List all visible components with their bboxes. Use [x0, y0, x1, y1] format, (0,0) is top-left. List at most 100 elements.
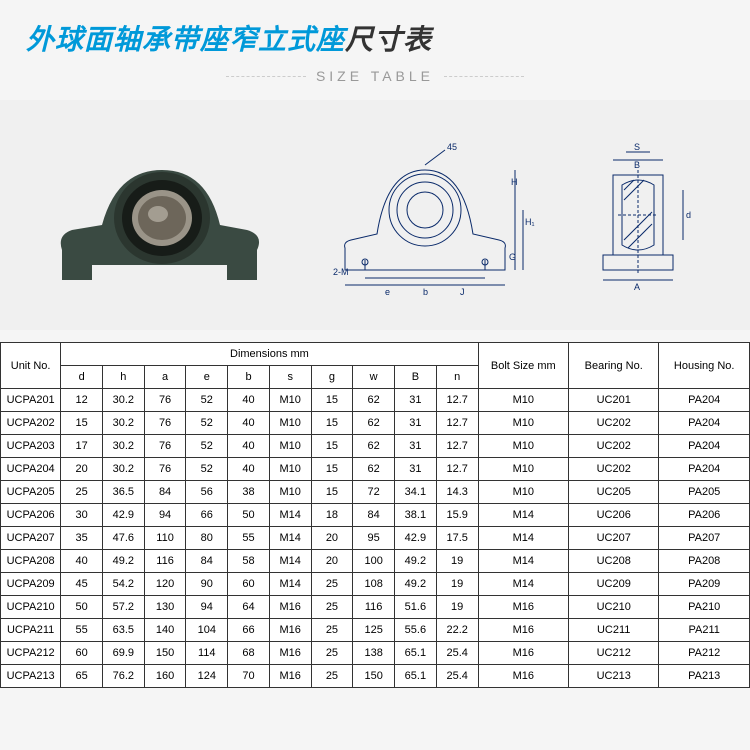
- cell-g: 25: [311, 642, 353, 665]
- th-w: w: [353, 366, 395, 389]
- cell-g: 25: [311, 596, 353, 619]
- cell-e: 52: [186, 435, 228, 458]
- cell-unit: UCPA209: [1, 573, 61, 596]
- cell-bearing: UC201: [569, 389, 659, 412]
- cell-s: M14: [269, 573, 311, 596]
- cell-b: 40: [228, 458, 270, 481]
- cell-s: M10: [269, 389, 311, 412]
- cell-w: 150: [353, 665, 395, 688]
- cell-a: 76: [144, 458, 186, 481]
- th-g: g: [311, 366, 353, 389]
- subtitle-row: SIZE TABLE: [26, 68, 724, 84]
- cell-g: 18: [311, 504, 353, 527]
- cell-a: 130: [144, 596, 186, 619]
- cell-e: 114: [186, 642, 228, 665]
- cell-a: 110: [144, 527, 186, 550]
- cell-bolt: M10: [478, 458, 568, 481]
- cell-n: 19: [436, 596, 478, 619]
- cell-unit: UCPA202: [1, 412, 61, 435]
- cell-unit: UCPA203: [1, 435, 61, 458]
- dim-e: e: [385, 287, 390, 297]
- divider-left: [226, 76, 306, 77]
- table-row: UCPA2136576.216012470M162515065.125.4M16…: [1, 665, 750, 688]
- cell-w: 62: [353, 389, 395, 412]
- th-bolt: Bolt Size mm: [478, 343, 568, 389]
- dim-h1: H₁: [525, 217, 535, 227]
- cell-B: 65.1: [395, 665, 437, 688]
- cell-bearing: UC205: [569, 481, 659, 504]
- cell-e: 84: [186, 550, 228, 573]
- cell-bearing: UC211: [569, 619, 659, 642]
- cell-a: 140: [144, 619, 186, 642]
- cell-h: 57.2: [102, 596, 144, 619]
- subtitle: SIZE TABLE: [316, 68, 434, 84]
- table-row: UCPA2021530.2765240M1015623112.7M10UC202…: [1, 412, 750, 435]
- cell-bearing: UC202: [569, 412, 659, 435]
- cell-d: 15: [61, 412, 103, 435]
- cell-a: 160: [144, 665, 186, 688]
- cell-unit: UCPA201: [1, 389, 61, 412]
- cell-h: 30.2: [102, 458, 144, 481]
- cell-b: 40: [228, 435, 270, 458]
- cell-n: 12.7: [436, 412, 478, 435]
- cell-h: 69.9: [102, 642, 144, 665]
- cell-unit: UCPA211: [1, 619, 61, 642]
- front-drawing: 45 2-M H H₁ G b e J: [315, 130, 535, 300]
- cell-e: 66: [186, 504, 228, 527]
- cell-s: M14: [269, 504, 311, 527]
- cell-h: 30.2: [102, 412, 144, 435]
- cell-g: 20: [311, 550, 353, 573]
- cell-e: 80: [186, 527, 228, 550]
- cell-w: 84: [353, 504, 395, 527]
- cell-w: 138: [353, 642, 395, 665]
- cell-e: 52: [186, 458, 228, 481]
- cell-w: 108: [353, 573, 395, 596]
- cell-bolt: M10: [478, 435, 568, 458]
- cell-d: 25: [61, 481, 103, 504]
- cell-d: 60: [61, 642, 103, 665]
- cell-B: 31: [395, 435, 437, 458]
- cell-w: 95: [353, 527, 395, 550]
- diagram-area: 45 2-M H H₁ G b e J B S d A: [0, 100, 750, 330]
- cell-b: 40: [228, 389, 270, 412]
- cell-B: 49.2: [395, 573, 437, 596]
- cell-d: 40: [61, 550, 103, 573]
- cell-h: 54.2: [102, 573, 144, 596]
- cell-e: 124: [186, 665, 228, 688]
- cell-a: 84: [144, 481, 186, 504]
- cell-housing: PA212: [659, 642, 750, 665]
- side-drawing: B S d A: [578, 130, 708, 300]
- cell-n: 12.7: [436, 435, 478, 458]
- product-photo: [42, 130, 272, 300]
- cell-h: 30.2: [102, 435, 144, 458]
- cell-unit: UCPA213: [1, 665, 61, 688]
- cell-w: 116: [353, 596, 395, 619]
- cell-h: 42.9: [102, 504, 144, 527]
- table-row: UCPA2052536.5845638M10157234.114.3M10UC2…: [1, 481, 750, 504]
- cell-bearing: UC213: [569, 665, 659, 688]
- cell-a: 76: [144, 389, 186, 412]
- cell-g: 15: [311, 458, 353, 481]
- cell-unit: UCPA204: [1, 458, 61, 481]
- cell-bolt: M16: [478, 619, 568, 642]
- cell-B: 49.2: [395, 550, 437, 573]
- cell-a: 76: [144, 412, 186, 435]
- cell-a: 116: [144, 550, 186, 573]
- cell-unit: UCPA210: [1, 596, 61, 619]
- dim-45: 45: [447, 142, 457, 152]
- cell-bearing: UC208: [569, 550, 659, 573]
- title-black: 尺寸表: [345, 24, 432, 55]
- cell-housing: PA204: [659, 389, 750, 412]
- cell-n: 14.3: [436, 481, 478, 504]
- cell-bearing: UC212: [569, 642, 659, 665]
- th-housing: Housing No.: [659, 343, 750, 389]
- table-row: UCPA2105057.21309464M162511651.619M16UC2…: [1, 596, 750, 619]
- cell-h: 47.6: [102, 527, 144, 550]
- cell-bolt: M10: [478, 481, 568, 504]
- th-b: b: [228, 366, 270, 389]
- dim-b: b: [423, 287, 428, 297]
- cell-e: 90: [186, 573, 228, 596]
- cell-w: 100: [353, 550, 395, 573]
- cell-d: 55: [61, 619, 103, 642]
- cell-s: M16: [269, 665, 311, 688]
